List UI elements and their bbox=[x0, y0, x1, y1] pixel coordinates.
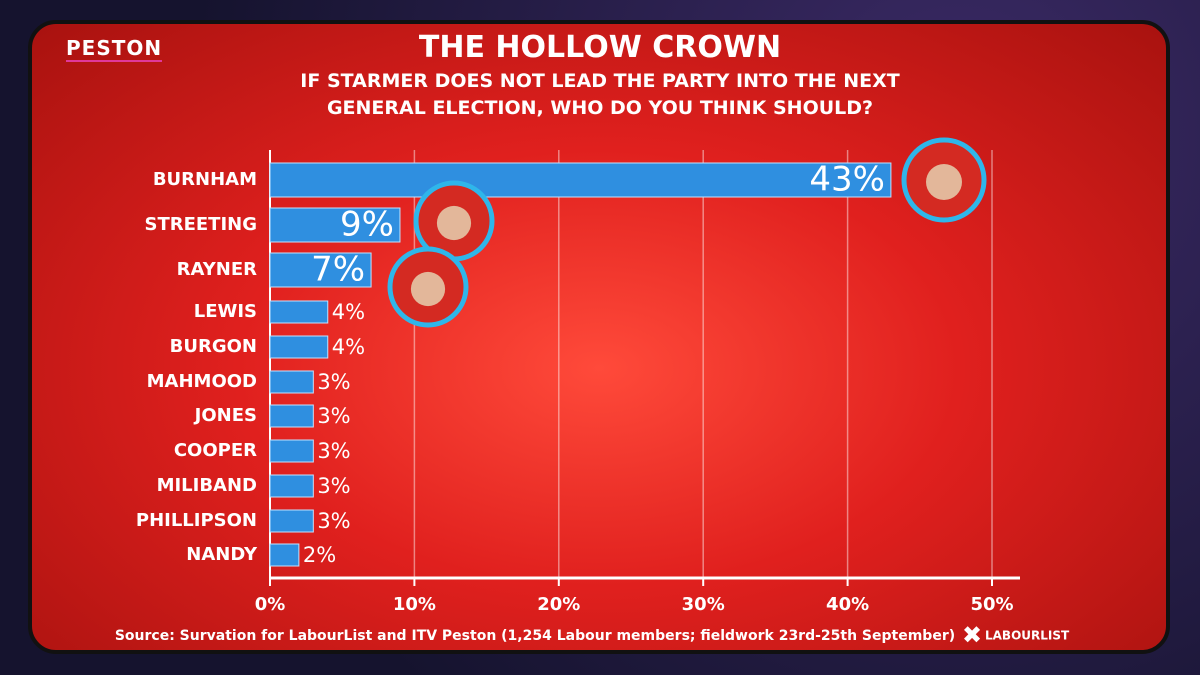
x-tick-label: 10% bbox=[393, 594, 436, 615]
bar bbox=[269, 162, 892, 198]
x-tick-label: 50% bbox=[970, 594, 1013, 615]
y-tick-label: MILIBAND bbox=[157, 475, 257, 496]
bar bbox=[269, 439, 314, 463]
panel bbox=[28, 20, 1170, 654]
bar bbox=[269, 474, 314, 498]
y-tick-label: COOPER bbox=[174, 440, 257, 461]
value-label: 9% bbox=[340, 205, 394, 245]
bar bbox=[269, 404, 314, 428]
value-label: 3% bbox=[317, 474, 350, 498]
value-label: 7% bbox=[311, 250, 365, 290]
portrait-face bbox=[410, 271, 446, 307]
y-tick-label: PHILLIPSON bbox=[136, 510, 257, 531]
value-label: 4% bbox=[332, 300, 365, 324]
bar bbox=[269, 370, 314, 394]
value-label: 3% bbox=[317, 509, 350, 533]
x-tick-label: 30% bbox=[682, 594, 725, 615]
bar bbox=[269, 207, 401, 243]
y-tick-label: MAHMOOD bbox=[147, 371, 257, 392]
bar bbox=[269, 252, 372, 288]
y-tick-label: RAYNER bbox=[177, 259, 257, 280]
y-tick-label: BURNHAM bbox=[153, 169, 257, 190]
y-tick-label: JONES bbox=[193, 405, 257, 426]
value-label: 3% bbox=[317, 370, 350, 394]
chart-title: THE HOLLOW CROWN bbox=[418, 30, 782, 65]
x-tick-label: 40% bbox=[826, 594, 869, 615]
value-label: 4% bbox=[332, 335, 365, 359]
footer-logo: LABOURLIST bbox=[985, 629, 1070, 643]
source: Source: Survation for LabourList and ITV… bbox=[115, 628, 955, 644]
portrait-face bbox=[926, 164, 962, 200]
value-label: 3% bbox=[317, 404, 350, 428]
x-tick-label: 0% bbox=[255, 594, 286, 615]
logo: PESTON bbox=[66, 36, 163, 62]
y-tick-label: BURGON bbox=[170, 336, 257, 357]
bar bbox=[269, 300, 329, 324]
bar bbox=[269, 509, 314, 533]
footer-logo-mark: ✖ bbox=[962, 621, 982, 649]
y-tick-label: STREETING bbox=[144, 214, 257, 235]
value-label: 43% bbox=[809, 160, 885, 200]
y-tick-label: LEWIS bbox=[194, 301, 257, 322]
bar bbox=[269, 543, 300, 567]
y-tick-label: NANDY bbox=[186, 544, 258, 565]
value-label: 2% bbox=[303, 543, 336, 567]
x-tick-label: 20% bbox=[537, 594, 580, 615]
portrait-face bbox=[436, 205, 472, 241]
bar bbox=[269, 335, 329, 359]
value-label: 3% bbox=[317, 439, 350, 463]
chart-subtitle: IF STARMER DOES NOT LEAD THE PARTY INTO … bbox=[300, 70, 900, 119]
